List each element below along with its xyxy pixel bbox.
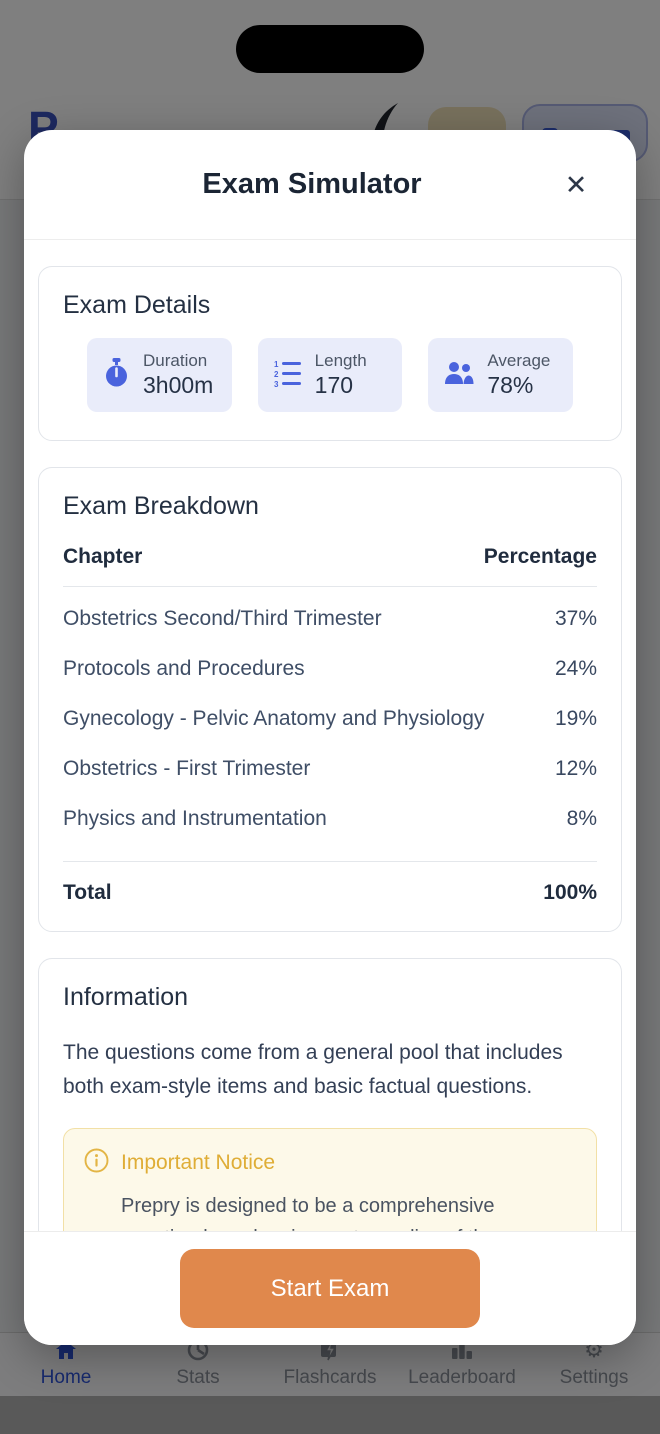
chapter-cell: Gynecology - Pelvic Anatomy and Physiolo… [63,707,485,730]
modal-header: Exam Simulator ✕ [24,130,636,240]
table-row: Obstetrics Second/Third Trimester 37% [63,594,597,644]
table-row: Protocols and Procedures 24% [63,644,597,694]
stat-label: Duration [143,351,208,370]
stopwatch-icon [103,357,130,393]
chapter-cell: Obstetrics - First Trimester [63,757,311,780]
total-row: Total 100% [63,869,597,905]
notice-header: Important Notice [84,1148,576,1178]
information-card: Information The questions come from a ge… [38,958,622,1231]
table-header-row: Chapter Percentage [63,545,597,569]
table-divider [63,586,597,587]
percentage-cell: 19% [554,707,597,730]
information-heading: Information [63,983,189,1011]
stat-label: Length [314,351,367,370]
column-percentage: Percentage [483,545,597,568]
table-row: Obstetrics - First Trimester 12% [63,744,597,794]
svg-text:1: 1 [274,360,279,369]
duration-stat: Duration 3h00m [87,338,232,412]
people-icon [444,360,474,391]
chapter-cell: Physics and Instrumentation [63,807,327,830]
exam-simulator-modal: Exam Simulator ✕ Exam Details Duration 3… [24,130,636,1345]
exam-breakdown-card: Exam Breakdown Chapter Percentage Obstet… [38,467,622,932]
svg-text:3: 3 [274,380,279,387]
important-notice-box: Important Notice Prepry is designed to b… [63,1128,597,1231]
stat-value: 78% [487,372,534,398]
chapter-cell: Obstetrics Second/Third Trimester [63,607,382,630]
table-row: Gynecology - Pelvic Anatomy and Physiolo… [63,694,597,744]
table-row: Physics and Instrumentation 8% [63,794,597,844]
stat-value: 170 [314,372,354,398]
percentage-cell: 12% [554,757,597,780]
total-value: 100% [543,881,597,904]
total-divider [63,861,597,862]
info-circle-icon [84,1148,109,1178]
stat-value: 3h00m [143,372,214,398]
notice-text: Prepry is designed to be a comprehensive… [121,1195,496,1231]
modal-footer: Start Exam [24,1231,636,1345]
column-chapter: Chapter [63,545,143,568]
chapter-cell: Protocols and Procedures [63,657,305,680]
start-exam-button[interactable]: Start Exam [180,1249,480,1328]
exam-breakdown-heading: Exam Breakdown [63,492,259,520]
svg-text:2: 2 [274,370,279,379]
stat-label: Average [487,351,551,370]
exam-details-heading: Exam Details [63,291,211,319]
percentage-cell: 24% [554,657,597,680]
notice-title: Important Notice [121,1151,276,1174]
modal-title: Exam Simulator [202,168,422,200]
average-stat: Average 78% [428,338,574,412]
total-label: Total [63,881,112,904]
percentage-cell: 37% [554,607,597,630]
close-icon[interactable]: ✕ [556,165,596,205]
percentage-cell: 8% [566,807,597,830]
information-text: The questions come from a general pool t… [63,1041,563,1098]
